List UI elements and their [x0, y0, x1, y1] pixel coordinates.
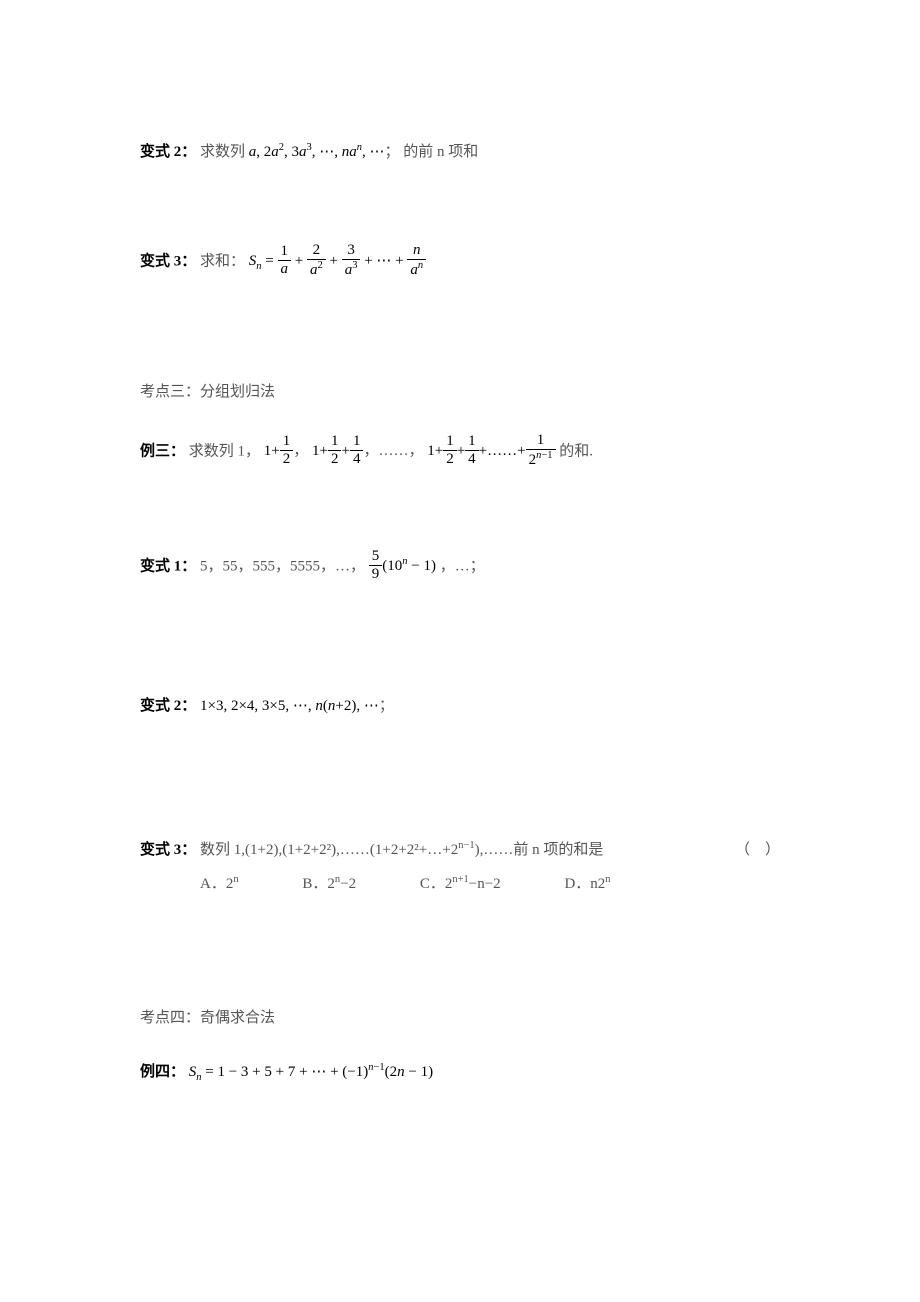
term: 59(10n − 1) [369, 558, 440, 574]
num: 2 [307, 242, 326, 260]
suffix: 的和. [559, 443, 593, 459]
section-4-title: 考点四：奇偶求合法 [140, 1006, 780, 1030]
prefix: 求数列 [200, 144, 245, 160]
label: 变式 2： [140, 144, 196, 160]
choice-b: B．2n−2 [302, 872, 356, 896]
question-text: 数列 1,(1+2),(1+2+2²),……(1+2+2²+…+2n−1),……… [200, 842, 603, 858]
section3-variant-1: 变式 1： 5，55，555，5555，…， 59(10n − 1) ，…； [140, 550, 780, 584]
title-text: 考点三：分组划归法 [140, 384, 275, 400]
label: 变式 2： [140, 698, 196, 714]
title-text: 考点四：奇偶求合法 [140, 1010, 275, 1026]
section3-variant-3: 变式 3： 数列 1,(1+2),(1+2+2²),……(1+2+2²+…+2n… [140, 838, 780, 896]
prefix: 求和： [200, 253, 245, 269]
label: 变式 3： [140, 842, 196, 858]
label: 变式 3： [140, 253, 196, 269]
choice-c: C．2n+1−n−2 [420, 872, 501, 896]
variant-3-top: 变式 3： 求和： Sn = 1a + 2a2 + 3a3 + ⋯ + nan [140, 244, 780, 280]
example-4: 例四： Sn = 1 − 3 + 5 + 7 + ⋯ + (−1)n−1(2n … [140, 1060, 780, 1087]
seq-prefix: 5，55，555，5555，…， [200, 558, 365, 574]
example-3: 例三： 求数列 1， 1+12， 1+12+14，……， 1+12+14+……+… [140, 434, 780, 470]
variant-2-top: 变式 2： 求数列 a, 2a2, 3a3, ⋯, nan, ⋯； 的前 n 项… [140, 140, 780, 164]
prefix: 求数列 1， [189, 443, 260, 459]
formula: Sn = 1a + 2a2 + 3a3 + ⋯ + nan [249, 253, 426, 269]
sequence: 1×3, 2×4, 3×5, ⋯, n(n+2), ⋯ [200, 698, 379, 714]
sequence: 1+12， 1+12+14，……， 1+12+14+……+12n−1 [264, 443, 559, 459]
suffix: 的前 n 项和 [403, 144, 478, 160]
formula: Sn = 1 − 3 + 5 + 7 + ⋯ + (−1)n−1(2n − 1) [189, 1064, 433, 1080]
answer-blank: （ ） [735, 838, 780, 862]
section-3-title: 考点三：分组划归法 [140, 380, 780, 404]
label: 例四： [140, 1064, 185, 1080]
sequence: a, 2a2, 3a3, ⋯, nan, ⋯ [249, 144, 385, 160]
seq-suffix: ，…； [440, 558, 485, 574]
choices-row: A．2n B．2n−2 C．2n+1−n−2 D．n2n [140, 872, 780, 896]
choice-d: D．n2n [564, 872, 610, 896]
label: 变式 1： [140, 558, 196, 574]
num: 1 [278, 243, 292, 261]
section3-variant-2: 变式 2： 1×3, 2×4, 3×5, ⋯, n(n+2), ⋯； [140, 694, 780, 718]
num: 3 [342, 242, 361, 260]
choice-a: A．2n [200, 872, 239, 896]
label: 例三： [140, 443, 185, 459]
page-content: 变式 2： 求数列 a, 2a2, 3a3, ⋯, nan, ⋯； 的前 n 项… [0, 0, 920, 1087]
